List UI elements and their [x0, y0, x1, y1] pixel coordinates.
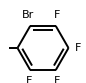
Text: F: F [54, 10, 61, 20]
Text: F: F [54, 76, 60, 83]
Text: Br: Br [22, 10, 35, 20]
Text: F: F [26, 76, 32, 83]
Text: F: F [75, 43, 81, 53]
